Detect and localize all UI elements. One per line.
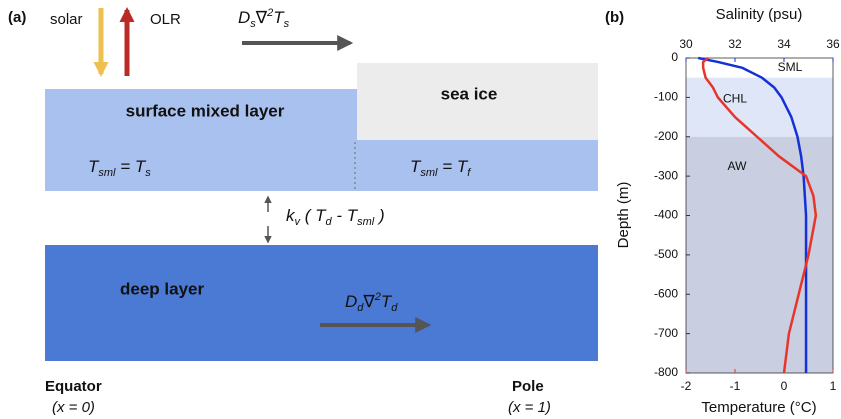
y-tick-label: -400 [654, 208, 678, 222]
surface-layer-label: surface mixed layer [126, 101, 285, 120]
deep-flux: Dd∇2Td [345, 291, 398, 314]
y-tick-label: -800 [654, 365, 678, 379]
pole-label: Pole [512, 378, 544, 395]
x-tick-label: -1 [730, 379, 741, 393]
equator-coordinate: (x = 0) [52, 399, 95, 416]
pole-coordinate: (x = 1) [508, 399, 551, 416]
profile-line [698, 56, 808, 373]
olr-label: OLR [150, 11, 181, 28]
x2-tick-label: 32 [728, 37, 742, 51]
x-tick-label: 0 [781, 379, 788, 393]
panel-label: (a) [8, 9, 26, 26]
equator-label: Equator [45, 378, 102, 395]
x-tick-label: -2 [681, 379, 692, 393]
x2-axis-title: Salinity (psu) [716, 6, 803, 23]
y-tick-label: -600 [654, 286, 678, 300]
deep-layer-label: deep layer [120, 279, 204, 298]
y-tick-label: -500 [654, 247, 678, 261]
panel-a: (a) solar OLR Ds∇2Ts surface mixed layer… [8, 7, 598, 416]
y-axis-title: Depth (m) [615, 182, 632, 249]
panel-label: (b) [605, 9, 624, 26]
x-axis-title: Temperature (°C) [701, 399, 816, 416]
open-ocean-temperature: Tsml = Ts [88, 157, 151, 178]
x2-tick-label: 34 [777, 37, 791, 51]
water-layer [686, 77, 833, 137]
y-tick-label: -300 [654, 168, 678, 182]
layer-label: AW [728, 159, 748, 173]
y-tick-label: -100 [654, 90, 678, 104]
x-tick-label: 1 [830, 379, 837, 393]
ice-covered-temperature: Tsml = Tf [410, 157, 471, 178]
solar-label: solar [50, 11, 83, 28]
sea-ice-box [357, 63, 598, 140]
layer-label: CHL [723, 92, 747, 106]
y-tick-label: -200 [654, 129, 678, 143]
exchange-flux: kv ( Td - Tsml ) [286, 206, 385, 227]
profile-line [701, 57, 818, 374]
deep-layer-box [45, 245, 598, 361]
x2-tick-label: 30 [679, 37, 693, 51]
sea-ice-label: sea ice [441, 84, 498, 103]
y-tick-label: -700 [654, 326, 678, 340]
surface-flux: Ds∇2Ts [238, 7, 290, 30]
water-layer [686, 136, 833, 373]
panel-b: (b) Salinity (psu) Temperature (°C) Dept… [605, 6, 840, 416]
layer-label: SML [778, 60, 803, 74]
y-tick-label: 0 [671, 50, 678, 64]
x2-tick-label: 36 [826, 37, 840, 51]
